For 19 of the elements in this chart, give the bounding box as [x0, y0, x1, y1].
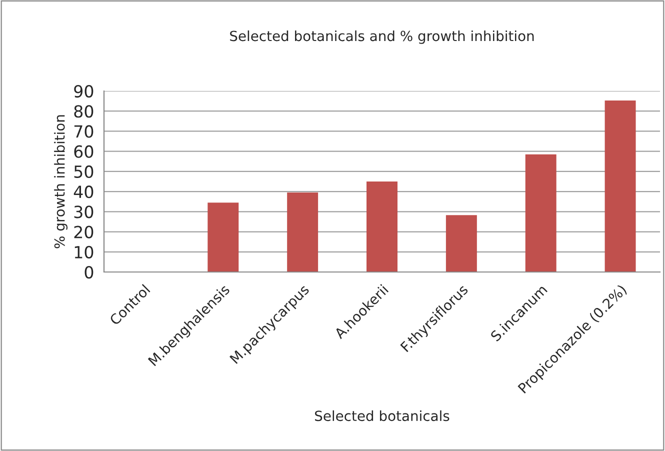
bar — [366, 182, 398, 272]
y-tick-label: 70 — [74, 125, 94, 138]
bar — [604, 100, 636, 272]
chart-title: Selected botanicals and % growth inhibition — [230, 30, 534, 44]
y-tick-label: 30 — [74, 206, 94, 218]
bar — [525, 154, 556, 272]
y-axis-title: % growth inhibition — [54, 115, 68, 248]
bar — [208, 202, 239, 272]
y-tick-label: 40 — [74, 186, 94, 198]
bar — [287, 192, 318, 272]
y-tick-label: 10 — [74, 246, 94, 258]
y-tick-label: 20 — [74, 226, 94, 238]
x-axis-title: Selected botanicals — [315, 410, 450, 422]
y-tick-label: 90 — [74, 84, 94, 98]
y-tick-label: 0 — [84, 266, 94, 279]
y-tick-label: 60 — [74, 145, 94, 158]
y-tick-label: 80 — [74, 105, 94, 118]
bar — [446, 215, 477, 272]
y-tick-label: 50 — [74, 165, 94, 178]
